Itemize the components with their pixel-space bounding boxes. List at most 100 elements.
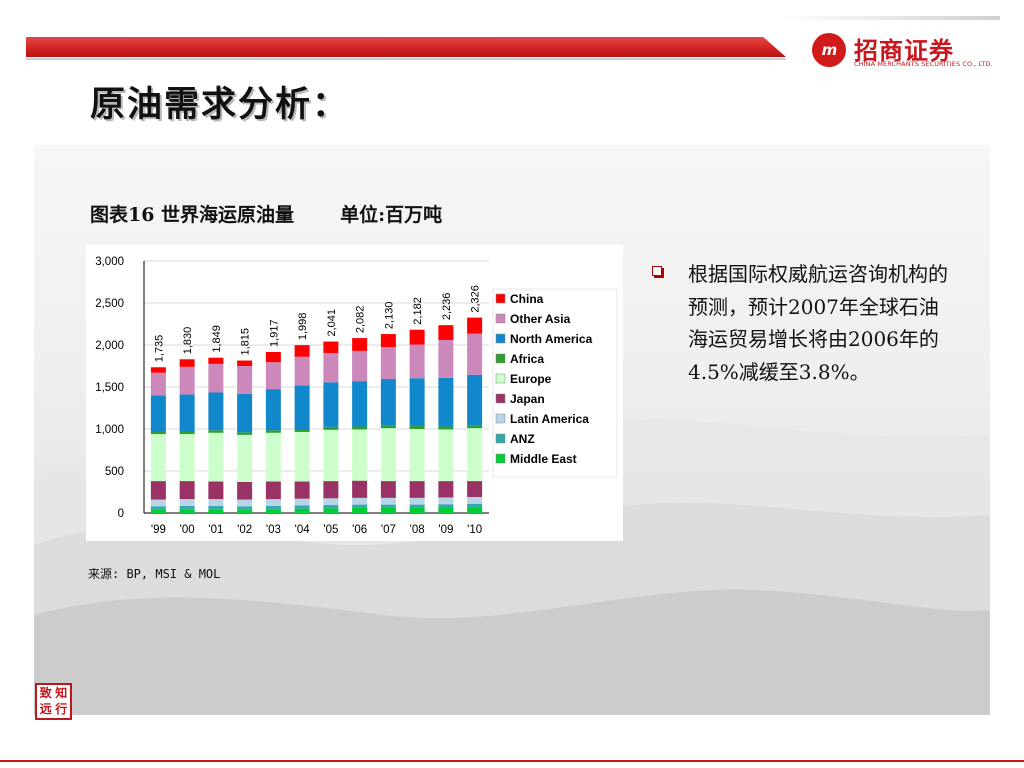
- bar-segment: [323, 429, 339, 482]
- x-tick-label: '99: [151, 524, 166, 536]
- bar-segment: [323, 341, 339, 353]
- bar-segment: [265, 362, 281, 390]
- bar-segment: [438, 377, 454, 427]
- bar-segment: [294, 431, 310, 482]
- bar-segment: [352, 504, 368, 508]
- bar-segment: [294, 345, 310, 357]
- x-tick-label: '03: [266, 524, 281, 536]
- bar-segment: [265, 351, 281, 363]
- bar-segment: [352, 350, 368, 382]
- bar-segment: [438, 429, 454, 482]
- bar-segment: [323, 508, 339, 513]
- bar-segment: [380, 379, 396, 426]
- header-red-band: [26, 37, 786, 57]
- bar-segment: [179, 481, 195, 500]
- bar-segment: [438, 426, 454, 430]
- chart-unit: 单位:百万吨: [340, 204, 443, 226]
- seal-char: 行: [55, 701, 68, 716]
- legend-label: Africa: [510, 352, 544, 366]
- legend-label: ANZ: [510, 432, 535, 446]
- legend-box: [492, 288, 618, 478]
- legend-swatch: [495, 433, 506, 444]
- chart-title: 图表16 世界海运原油量: [90, 204, 295, 226]
- x-tick-label: '04: [295, 524, 311, 536]
- bar-segment: [323, 426, 339, 430]
- bar-segment: [150, 499, 166, 507]
- bar-segment: [179, 394, 195, 432]
- bar-segment: [208, 392, 224, 431]
- bar-total-label: 1,998: [297, 313, 309, 341]
- company-logo: m 招商证券 CHINA MERCHANTS SECURITIES CO., L…: [812, 33, 993, 73]
- y-tick-label: 500: [105, 466, 124, 478]
- bar-segment: [237, 506, 253, 510]
- bar-segment: [352, 429, 368, 481]
- bullet-text: 根据国际权威航运咨询机构的预测，预计2007年全球石油海运贸易增长将由2006年…: [688, 262, 948, 384]
- bar-segment: [179, 359, 195, 367]
- bar-segment: [150, 434, 166, 482]
- bar-segment: [208, 509, 224, 513]
- legend-swatch: [495, 373, 506, 384]
- page-title: 原油需求分析：: [90, 84, 350, 125]
- logo-english-name: CHINA MERCHANTS SECURITIES CO., LTD.: [854, 60, 993, 68]
- header-divider: [26, 58, 786, 60]
- legend-swatch: [495, 293, 506, 304]
- bar-total-label: 2,326: [470, 285, 482, 313]
- y-tick-label: 2,000: [95, 340, 124, 352]
- x-tick-label: '07: [381, 524, 396, 536]
- bar-segment: [409, 344, 425, 379]
- bar-segment: [409, 504, 425, 508]
- bar-segment: [237, 393, 253, 433]
- y-tick-label: 1,000: [95, 424, 124, 436]
- seal-characters: 致知远行: [38, 686, 69, 717]
- legend-swatch: [495, 333, 506, 344]
- legend-swatch: [495, 453, 506, 464]
- x-tick-label: '05: [323, 524, 338, 536]
- bar-segment: [438, 481, 454, 498]
- logo-mark-icon: m: [812, 33, 846, 67]
- bar-segment: [438, 497, 454, 505]
- logo-chinese-name: 招商证券: [854, 37, 954, 65]
- bar-segment: [150, 367, 166, 373]
- bar-segment: [150, 506, 166, 510]
- bar-segment: [323, 498, 339, 506]
- legend-label: Europe: [510, 372, 552, 386]
- bar-segment: [323, 481, 339, 499]
- bar-segment: [265, 481, 281, 500]
- bar-segment: [265, 432, 281, 482]
- x-tick-label: '01: [208, 524, 223, 536]
- bar-segment: [237, 432, 253, 435]
- bar-total-label: 2,130: [383, 302, 395, 330]
- seal-char: 远: [39, 701, 52, 716]
- bar-segment: [352, 426, 368, 430]
- bar-segment: [237, 499, 253, 507]
- bar-segment: [208, 499, 224, 506]
- bar-total-label: 2,236: [441, 293, 453, 321]
- bar-segment: [179, 366, 195, 395]
- bar-segment: [150, 509, 166, 513]
- bar-segment: [380, 347, 396, 380]
- stacked-bar-chart: 0 500 1,000 1,500 2,000 2,500 3,000 1,735 '99 1,8…: [95, 256, 618, 536]
- bar-total-label: 1,849: [211, 325, 223, 353]
- header-swoosh: [780, 16, 1000, 20]
- legend-label: North America: [510, 332, 593, 346]
- bar-segment: [294, 498, 310, 506]
- bar-total-label: 1,917: [268, 319, 280, 347]
- bar-segment: [409, 497, 425, 505]
- bar-total-label: 2,082: [355, 306, 367, 334]
- legend-swatch: [495, 313, 506, 324]
- legend-label: Latin America: [510, 412, 589, 426]
- bar-segment: [208, 430, 224, 433]
- bar-segment: [467, 497, 483, 504]
- bar-segment: [179, 434, 195, 482]
- bar-segment: [467, 425, 483, 429]
- bar-segment: [438, 507, 454, 513]
- bar-segment: [179, 499, 195, 506]
- bar-segment: [352, 507, 368, 513]
- bar-segment: [150, 395, 166, 432]
- bar-segment: [380, 497, 396, 505]
- source-note: 来源: BP, MSI & MOL: [88, 567, 221, 581]
- bar-segment: [467, 317, 483, 334]
- bar-total-label: 2,041: [326, 309, 338, 337]
- bar-segment: [237, 360, 253, 366]
- bar-segment: [323, 352, 339, 383]
